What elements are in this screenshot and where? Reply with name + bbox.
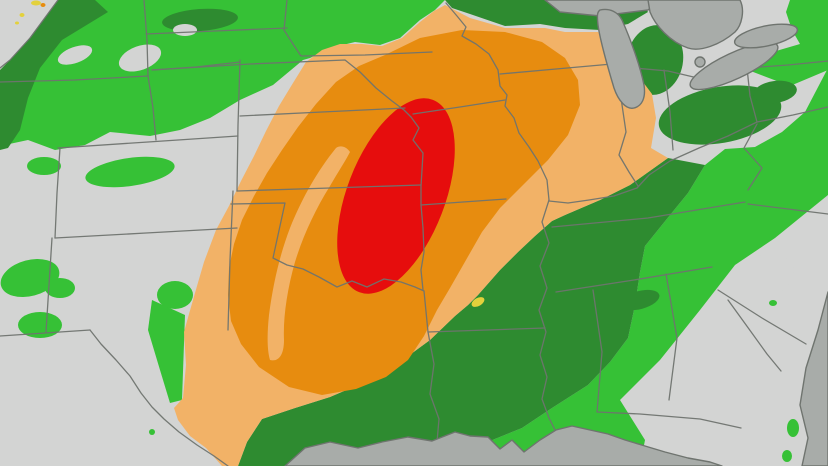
border-mn-west bbox=[283, 0, 302, 57]
risk-patch bbox=[157, 281, 193, 309]
risk-patch bbox=[45, 278, 75, 298]
risk-region-north bbox=[0, 0, 445, 150]
border-nc-sc bbox=[717, 289, 807, 345]
border-in-oh bbox=[663, 69, 674, 151]
border-tn-south bbox=[555, 266, 713, 293]
yellow-spot-northwest bbox=[31, 0, 41, 6]
border-nm-south bbox=[0, 329, 91, 337]
border-co-east bbox=[236, 59, 241, 192]
border-co-nm bbox=[54, 227, 238, 239]
border-wy-co-north bbox=[57, 135, 239, 149]
border-pa-md bbox=[756, 106, 828, 123]
yellow-spot-northwest bbox=[15, 21, 19, 25]
risk-region-texas-strip bbox=[148, 300, 185, 403]
border-nm-west bbox=[45, 237, 53, 333]
border-wv-va bbox=[743, 123, 763, 191]
no-risk-hole bbox=[173, 24, 197, 36]
risk-region-red-core bbox=[337, 98, 455, 294]
lake-huron bbox=[647, 0, 744, 50]
risk-dot bbox=[782, 450, 792, 462]
border-nm-tx-east bbox=[227, 190, 234, 331]
lake-st-clair bbox=[694, 56, 706, 68]
border-mn-ia bbox=[300, 51, 433, 57]
border-ms-al bbox=[592, 289, 603, 413]
risk-patch-pennsylvania bbox=[753, 80, 797, 104]
no-risk-appalachia bbox=[726, 254, 794, 302]
border-wy-east bbox=[147, 75, 157, 141]
risk-patch bbox=[27, 157, 61, 175]
yellow-spot-northwest bbox=[19, 13, 25, 17]
border-ks-ne bbox=[239, 107, 406, 117]
border-nd-sd bbox=[145, 27, 288, 35]
atlantic-ocean bbox=[799, 291, 828, 466]
border-ohio-river bbox=[548, 121, 758, 204]
border-tx-ar-la bbox=[423, 290, 440, 443]
lake-michigan bbox=[596, 8, 646, 109]
risk-dot bbox=[787, 419, 799, 437]
risk-dot bbox=[149, 429, 155, 435]
border-mt-nd bbox=[143, 0, 149, 77]
orange-dot bbox=[40, 3, 46, 7]
border-ne-wy bbox=[151, 61, 241, 71]
border-ga-sc bbox=[727, 299, 782, 372]
border-co-west bbox=[54, 147, 61, 239]
border-mo-west-east-ok bbox=[410, 116, 425, 291]
risk-patch bbox=[0, 258, 60, 298]
border-ky-tn bbox=[551, 201, 746, 228]
border-mo-ar bbox=[420, 198, 507, 206]
border-ks-ok bbox=[236, 184, 422, 192]
border-fl-north bbox=[596, 411, 742, 429]
no-risk-hole bbox=[57, 45, 93, 65]
risk-region-newyork bbox=[748, 0, 828, 86]
coastline-northwest bbox=[0, 0, 59, 69]
border-mississippi-river-north bbox=[445, 2, 550, 201]
border-mississippi-river-south bbox=[538, 199, 557, 433]
water-bodies bbox=[284, 0, 828, 466]
lake-superior bbox=[544, 0, 661, 17]
border-wi-il bbox=[499, 63, 613, 75]
lake-ontario bbox=[733, 23, 799, 49]
border-va-nc bbox=[747, 203, 828, 215]
border-ok-panhandle-red-river bbox=[230, 202, 425, 292]
border-pa-ny bbox=[746, 60, 828, 69]
orange-speck-northwest bbox=[40, 3, 46, 7]
border-mt-south bbox=[0, 75, 149, 83]
yellow-spot-arkansas bbox=[471, 297, 485, 307]
risk-patch bbox=[85, 156, 175, 188]
risk-level-1-florida-dots bbox=[769, 300, 799, 462]
coast-wedge-northwest bbox=[0, 0, 58, 70]
lake-erie bbox=[689, 41, 779, 91]
border-rio-grande bbox=[89, 329, 229, 466]
gulf-of-mexico bbox=[284, 425, 723, 466]
border-pa-oh bbox=[746, 67, 758, 123]
yellow-spot-regions bbox=[15, 0, 485, 307]
border-ar-la bbox=[427, 327, 546, 333]
risk-patch bbox=[18, 312, 62, 338]
border-ia-mo bbox=[412, 99, 506, 115]
risk-dot bbox=[769, 300, 777, 306]
risk-level-5-region bbox=[337, 98, 455, 294]
no-risk-hole bbox=[118, 44, 162, 72]
border-al-ga bbox=[665, 273, 678, 401]
